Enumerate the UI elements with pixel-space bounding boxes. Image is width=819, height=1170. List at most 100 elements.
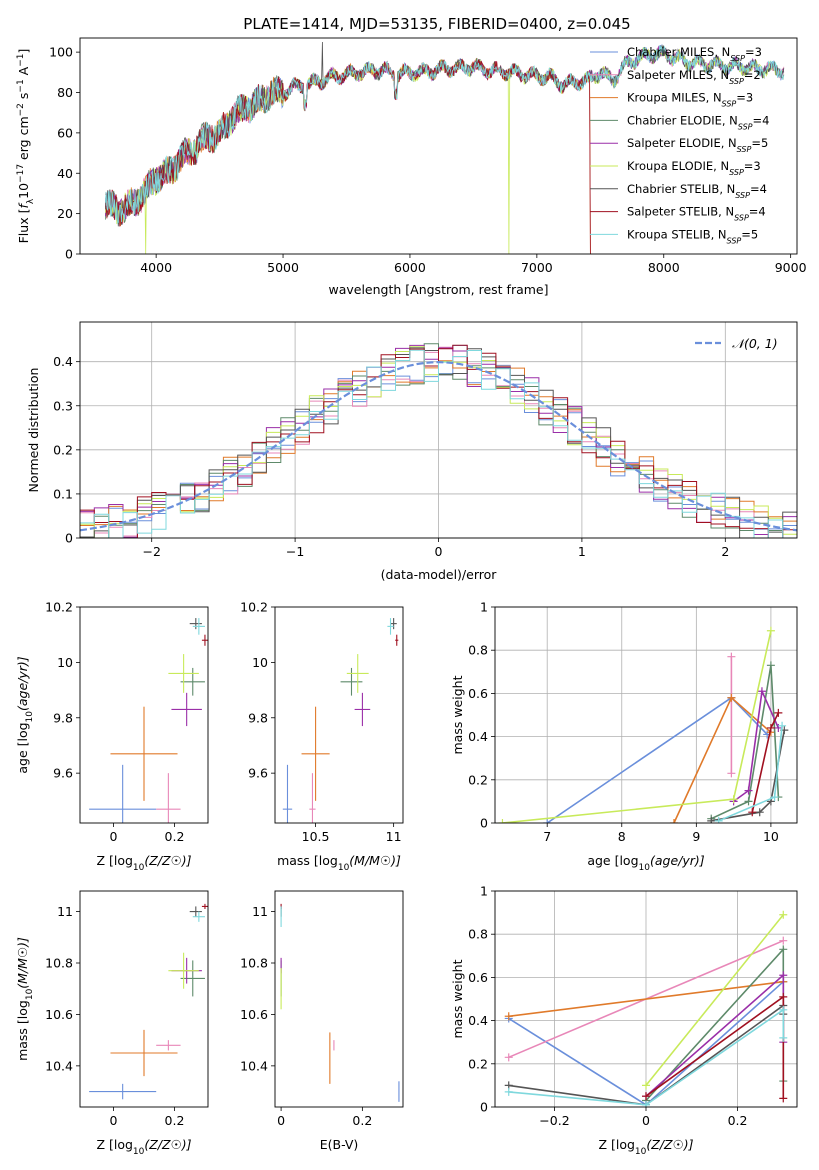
y-tick-label: 0.4 [53,354,73,369]
histogram-steps-salpeter_miles [80,346,797,538]
y-axis-label: mass weight [450,675,465,754]
histogram-panel: −2 −1 0 1 2 0 0.1 0.2 0.3 0.4 (data-model)/error No… [26,321,798,582]
y-tick-label: 0 [65,531,73,546]
y-tick-label: 20 [57,206,73,221]
y-tick-label: 0 [480,816,488,831]
x-tick-label: 0.2 [728,1113,748,1128]
series-marker-kroupa_elodie [766,626,775,635]
y-tick-label: 9.8 [248,710,268,725]
x-tick-label: 0 [277,1113,285,1128]
y-tick-label: 60 [57,125,73,140]
y-tick-label: 9.6 [53,766,73,781]
x-axis-label: E(B-V) [320,1137,359,1152]
series-marker-kroupa_stelib [770,793,779,802]
x-tick-label: 10 [763,829,779,844]
gaussian-reference-curve [80,360,797,532]
x-tick-label: 0 [435,544,443,559]
series-marker-kroupa_elodie [779,910,788,919]
y-tick-label: 0.6 [468,686,488,701]
series-marker-kroupa_miles [504,1012,513,1021]
histogram-steps-kroupa_stelib [80,349,797,538]
series-marker-kroupa_elodie [642,1081,650,1090]
axes-frame [79,37,798,255]
x-tick-label: −2 [142,544,160,559]
series-line-kroupa_stelib [508,1008,785,1106]
y-tick-label: 10.6 [240,1007,268,1022]
series-marker-kroupa_miles [727,693,736,702]
axes-frame [79,321,798,539]
x-tick-label: 11 [386,829,402,844]
axes-frame [494,606,798,824]
spectrum-panel: 4000 5000 6000 7000 8000 9000 0 20 40 60 80 100 wave… [16,37,807,297]
histogram-steps-salpeter_stelib [80,344,797,538]
x-axis-label: wavelength [Angstrom, rest frame] [328,282,548,297]
x-axis-label: age [log10(age/yr)] [587,853,704,873]
series-marker-kroupa_elodie [729,795,738,804]
legend-label: Salpeter ELODIE, NSSP=5 [627,136,768,154]
y-tick-label: 0.6 [468,970,488,985]
series-marker-salpeter_elodie [779,971,788,980]
y-tick-label: 10 [57,655,73,670]
y-tick-label: 1 [480,884,488,899]
y-axis-label: mass weight [450,959,465,1038]
y-tick-label: 9.6 [248,766,268,781]
mass-vs-ebv-panel: 0 0.2 10.4 10.6 10.8 11 E(B-V) [240,890,404,1152]
legend-label: Salpeter STELIB, NSSP=4 [627,205,766,223]
legend-label: Chabrier MILES, NSSP=3 [627,45,762,63]
figure-title: PLATE=1414, MJD=53135, FIBERID=0400, z=0… [243,15,630,33]
legend-label: Kroupa MILES, NSSP=3 [627,91,753,109]
x-tick-label: −0.2 [539,1113,569,1128]
series-marker-salpeter_miles [504,1053,513,1062]
y-tick-label: 0.8 [468,643,488,658]
x-axis-label: Z [log10(Z/Z☉)] [598,1137,693,1157]
y-axis-label: mass [log10(M/M☉)] [15,937,35,1061]
y-tick-label: 10.4 [240,1058,268,1073]
legend-label: Chabrier STELIB, NSSP=4 [627,182,767,200]
legend-label: Chabrier ELODIE, NSSP=4 [627,113,769,130]
y-tick-label: 1 [480,600,488,615]
x-tick-label: 8000 [648,260,680,275]
x-axis-label: Z [log10(Z/Z☉)] [96,1137,191,1157]
series-marker-kroupa_elodie [498,819,507,823]
series-marker-salpeter_elodie [744,786,753,795]
x-tick-label: 6000 [394,260,426,275]
massweight-vs-Z-panel: −0.2 0 0.2 0 0.2 0.4 0.6 0.8 1 Z [log10(Z/Z☉)] mas… [450,884,798,1157]
age-vs-Z-panel: 0 0.2 9.6 9.8 10 10.2 Z [log10(Z/Z☉)] age [log1… [15,600,209,873]
series-marker-kroupa_stelib [779,1005,788,1014]
series-marker-chabrier_elodie [744,797,753,806]
axes-frame [494,890,798,1108]
x-tick-label: 7 [543,829,551,844]
y-tick-label: 100 [49,45,73,60]
y-tick-label: 0.1 [53,486,73,501]
legend-label: Kroupa ELODIE, NSSP=3 [627,159,761,177]
x-tick-label: 0.2 [165,829,185,844]
points-group [89,903,208,1100]
series-marker-chabrier_elodie [779,945,788,954]
series-marker-salpeter_stelib [779,992,788,1001]
spectra-group [105,41,785,254]
series-marker-kroupa_stelib [504,1087,513,1096]
series-marker-salpeter_elodie [757,687,766,696]
x-tick-label: 0 [110,829,118,844]
series-marker-chabrier_stelib [755,808,764,817]
legend-label: 𝒩(0, 1) [732,336,778,351]
series-line-kroupa_elodie [645,914,784,1086]
legend-label: Salpeter MILES, NSSP=2 [627,68,761,86]
y-tick-label: 10 [252,655,268,670]
x-axis-label: (data-model)/error [381,567,498,582]
series-line-salpeter_elodie [733,688,780,803]
series-marker-salpeter_miles [779,936,788,945]
x-tick-label: 8 [618,829,626,844]
y-tick-label: 9.8 [53,710,73,725]
series-group [504,910,788,1107]
y-tick-label: 0.4 [468,1013,488,1028]
y-tick-label: 0 [65,247,73,262]
series-marker-kroupa_miles [669,819,678,823]
series-marker-kroupa_stelib [778,721,787,730]
series-marker-salpeter_stelib [774,708,783,717]
y-tick-label: 0.2 [468,1056,488,1071]
histogram-group [80,343,797,538]
y-tick-label: 0.3 [53,398,73,413]
y-tick-label: 10.8 [45,956,73,971]
series-marker-kroupa_stelib [779,1033,788,1042]
